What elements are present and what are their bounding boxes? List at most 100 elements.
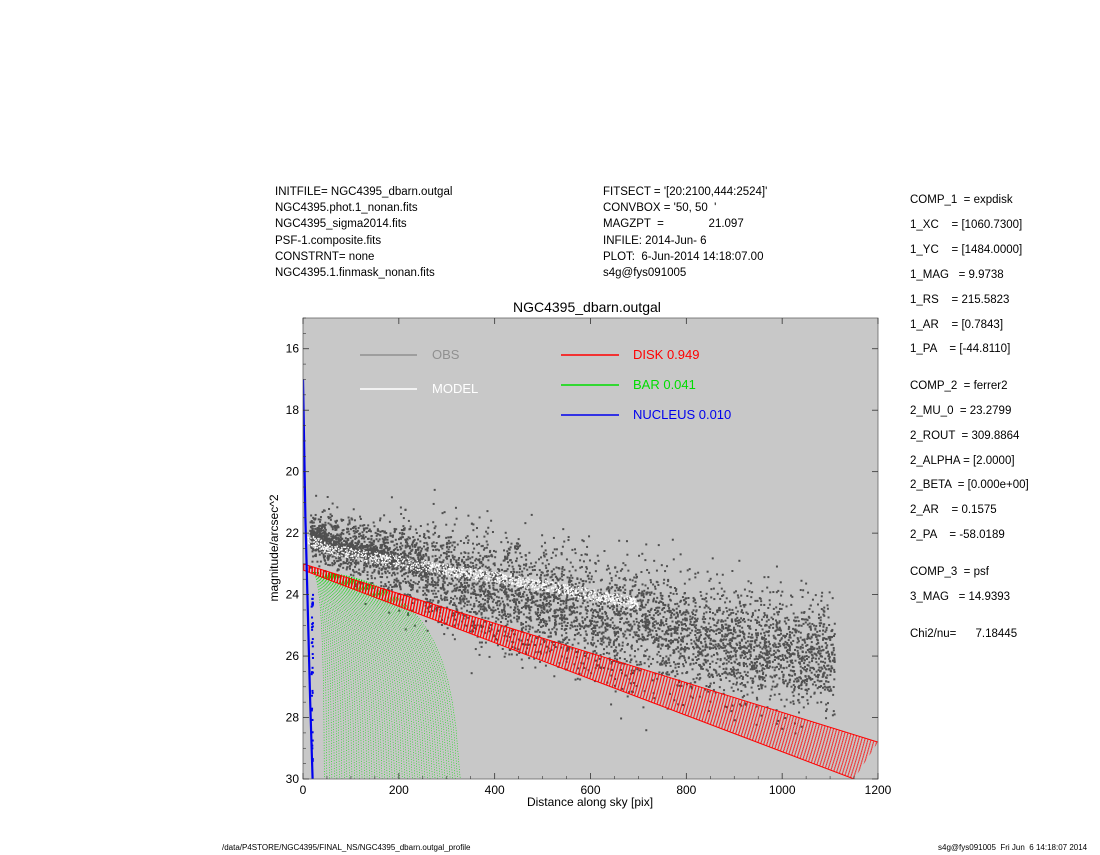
obs-point	[562, 603, 564, 605]
obs-point	[739, 647, 741, 649]
obs-point	[788, 619, 790, 621]
obs-point	[820, 600, 822, 602]
obs-point	[328, 532, 330, 534]
obs-point	[676, 673, 678, 675]
obs-point	[388, 572, 390, 574]
obs-point	[526, 569, 528, 571]
obs-point	[691, 630, 693, 632]
obs-point	[448, 555, 450, 557]
obs-point	[713, 598, 715, 600]
obs-point	[353, 530, 355, 532]
obs-point	[710, 596, 712, 598]
obs-point	[722, 642, 724, 644]
obs-point	[586, 612, 588, 614]
obs-point	[833, 678, 835, 680]
obs-point	[561, 573, 563, 575]
obs-point	[665, 655, 667, 657]
obs-point	[391, 586, 393, 588]
obs-point	[585, 630, 587, 632]
obs-point	[517, 547, 519, 549]
obs-point	[690, 621, 692, 623]
obs-point	[417, 583, 419, 585]
obs-point	[624, 658, 626, 660]
obs-point	[563, 611, 565, 613]
obs-point	[693, 678, 695, 680]
obs-point	[540, 619, 542, 621]
obs-point	[650, 608, 652, 610]
obs-point	[760, 600, 762, 602]
obs-point	[454, 638, 456, 640]
obs-point	[515, 560, 517, 562]
obs-point	[444, 552, 446, 554]
obs-point	[743, 665, 745, 667]
obs-point	[725, 639, 727, 641]
obs-point	[833, 686, 835, 688]
obs-point	[729, 680, 731, 682]
obs-point	[495, 609, 497, 611]
obs-point	[388, 586, 390, 588]
obs-point	[665, 620, 667, 622]
obs-point	[546, 611, 548, 613]
obs-point	[444, 582, 446, 584]
obs-point	[764, 645, 766, 647]
obs-point	[444, 511, 446, 513]
obs-point	[641, 633, 643, 635]
obs-point	[665, 665, 667, 667]
obs-point	[590, 622, 592, 624]
obs-point	[773, 608, 775, 610]
obs-point	[818, 669, 820, 671]
obs-point	[695, 662, 697, 664]
obs-point	[603, 641, 605, 643]
obs-point	[452, 580, 454, 582]
obs-point	[768, 635, 770, 637]
obs-point	[620, 570, 622, 572]
obs-point	[512, 573, 514, 575]
obs-point	[472, 583, 474, 585]
obs-point	[745, 612, 747, 614]
obs-point	[775, 606, 777, 608]
obs-point	[432, 579, 434, 581]
obs-point	[679, 610, 681, 612]
obs-point	[786, 657, 788, 659]
obs-point	[540, 626, 542, 628]
obs-point	[800, 684, 802, 686]
obs-point	[565, 632, 567, 634]
obs-point	[808, 688, 810, 690]
obs-point	[616, 652, 618, 654]
obs-point	[636, 621, 638, 623]
obs-point	[518, 571, 520, 573]
obs-point	[576, 629, 578, 631]
obs-point	[766, 615, 768, 617]
obs-point	[505, 570, 507, 572]
obs-point	[797, 652, 799, 654]
obs-point	[373, 525, 375, 527]
obs-point	[487, 591, 489, 593]
obs-point	[733, 630, 735, 632]
obs-point	[808, 675, 810, 677]
obs-point	[460, 586, 462, 588]
obs-point	[434, 527, 436, 529]
obs-point	[538, 624, 540, 626]
obs-point	[667, 610, 669, 612]
obs-point	[417, 547, 419, 549]
obs-point	[821, 595, 823, 597]
obs-point	[400, 588, 402, 590]
obs-point	[833, 671, 835, 673]
obs-point	[532, 597, 534, 599]
obs-point	[773, 653, 775, 655]
obs-point	[383, 543, 385, 545]
obs-point	[606, 588, 608, 590]
obs-point	[708, 580, 710, 582]
obs-point	[829, 591, 831, 593]
obs-point	[583, 560, 585, 562]
obs-point	[607, 623, 609, 625]
obs-point	[708, 623, 710, 625]
obs-point	[556, 609, 558, 611]
obs-point	[561, 619, 563, 621]
obs-point	[515, 598, 517, 600]
obs-point	[683, 665, 685, 667]
obs-point	[694, 617, 696, 619]
obs-point	[797, 679, 799, 681]
obs-point	[699, 629, 701, 631]
obs-point	[833, 657, 835, 659]
